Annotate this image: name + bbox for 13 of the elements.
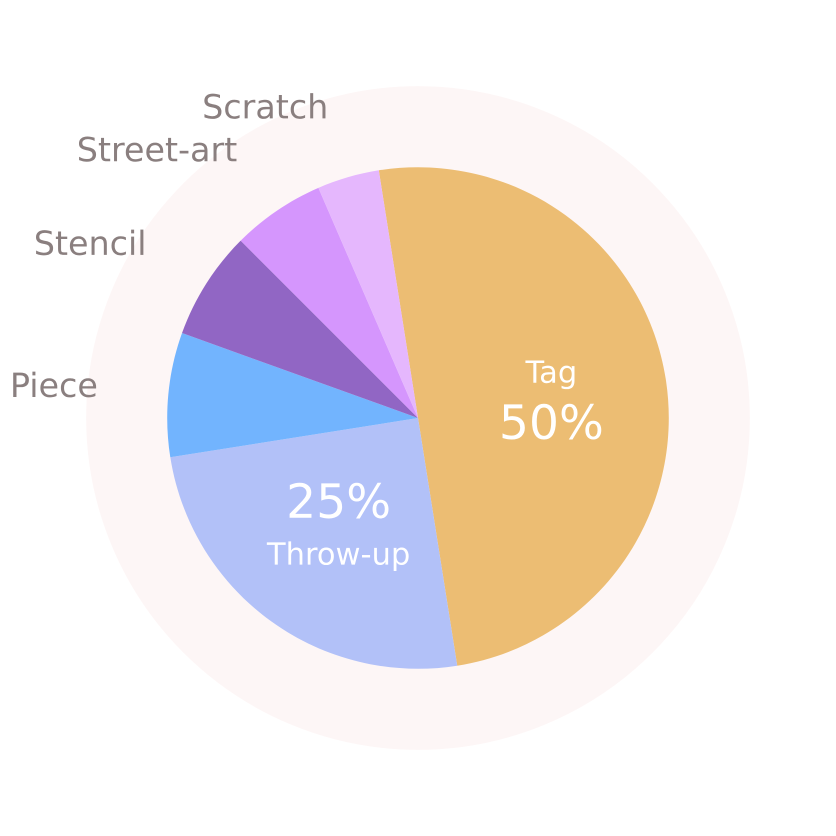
data-label: 50% [502, 404, 602, 440]
pie-slice [182, 240, 418, 418]
slice-label: Piece [13, 372, 96, 398]
slice-label: Scratch [204, 93, 326, 119]
slice-label: Street-art [78, 136, 236, 162]
slice-label: Tag [525, 360, 574, 390]
data-label: 25% [290, 482, 388, 518]
slice-label: Throw-up [266, 541, 409, 571]
pie-slice [170, 418, 458, 669]
pie-slice [240, 188, 418, 418]
pie-slice [167, 333, 418, 458]
pie-slice [318, 170, 418, 418]
slice-label: Stencil [36, 230, 144, 256]
